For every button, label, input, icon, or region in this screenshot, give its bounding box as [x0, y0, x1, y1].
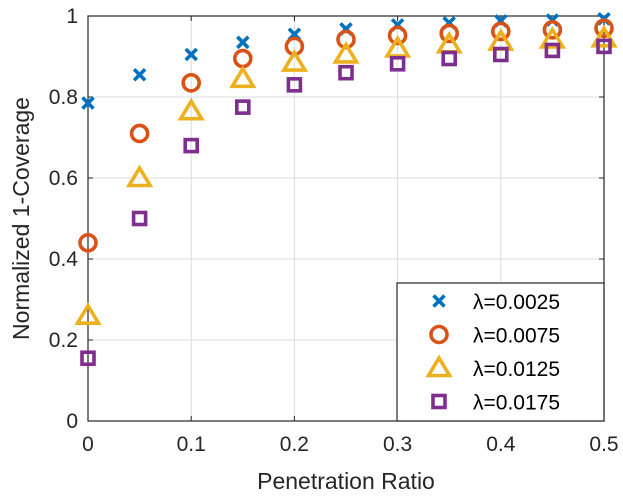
x-tick-label: 0.3 — [383, 433, 412, 456]
legend-marker-x — [432, 294, 446, 308]
data-point-square — [235, 99, 251, 115]
data-point-triangle — [590, 24, 618, 48]
axis-ticks: 0 0.1 0.2 0.3 0.4 0.5 0 0.2 0.4 0.6 0.8 1 — [49, 5, 619, 456]
data-point-square — [441, 50, 458, 67]
data-point-circle — [542, 19, 563, 40]
data-point-x — [81, 96, 95, 110]
legend-item: λ=0.0175 — [431, 392, 560, 415]
x-tick-label: 0.5 — [589, 433, 618, 456]
legend-box — [396, 282, 605, 422]
data-point-triangle — [125, 164, 154, 188]
series-2 — [78, 18, 614, 253]
y-tick-label: 1 — [66, 5, 78, 28]
data-point-triangle — [332, 40, 360, 64]
data-point-circle — [181, 73, 201, 93]
data-point-circle — [594, 18, 614, 38]
data-point-x — [184, 47, 198, 62]
y-tick-label: 0 — [66, 410, 78, 433]
data-point-square — [131, 210, 148, 227]
data-point-square — [80, 350, 96, 367]
legend-marker-triangle — [425, 354, 453, 378]
data-point-triangle — [538, 25, 567, 49]
data-point-circle — [78, 233, 98, 253]
series-4 — [80, 38, 612, 367]
data-point-square — [338, 64, 354, 81]
y-tick-label: 0.4 — [49, 248, 79, 271]
data-point-square — [389, 55, 406, 72]
data-point-x — [236, 35, 250, 50]
data-point-triangle — [383, 34, 412, 58]
data-point-circle — [439, 23, 460, 44]
legend-label: λ=0.0125 — [473, 358, 560, 381]
data-point-circle — [233, 48, 253, 69]
x-tick-label: 0.1 — [177, 433, 206, 456]
data-point-square — [492, 46, 509, 63]
legend-label: λ=0.0025 — [473, 291, 560, 314]
data-point-triangle — [74, 302, 102, 326]
x-axis-label: Penetration Ratio — [257, 468, 435, 494]
legend-marker-circle — [429, 324, 449, 345]
data-points — [74, 12, 618, 367]
data-point-square — [183, 137, 199, 154]
y-tick-label: 0.8 — [49, 86, 78, 109]
data-point-circle — [129, 123, 150, 144]
y-tick-label: 0.2 — [49, 329, 78, 352]
data-point-circle — [490, 21, 511, 42]
data-point-square — [544, 42, 561, 59]
x-tick-label: 0.2 — [280, 433, 309, 456]
data-point-triangle — [177, 97, 205, 121]
legend-item: λ=0.0125 — [425, 354, 560, 381]
legend-label: λ=0.0075 — [473, 325, 560, 348]
y-tick-label: 0.6 — [49, 167, 78, 190]
legend-item: λ=0.0075 — [429, 324, 560, 348]
data-point-square — [286, 77, 303, 93]
series-3 — [74, 24, 618, 326]
x-tick-label: 0 — [82, 433, 94, 456]
data-point-square — [596, 38, 612, 55]
data-point-triangle — [280, 49, 309, 72]
plot-area — [87, 15, 605, 422]
x-tick-label: 0.4 — [486, 433, 516, 456]
legend-item: λ=0.0025 — [432, 291, 560, 314]
y-axis-label: Normalized 1-Coverage — [8, 97, 34, 340]
data-point-x — [132, 67, 147, 82]
data-point-circle — [387, 25, 408, 46]
data-point-triangle — [229, 65, 257, 89]
legend: λ=0.0025 λ=0.0075 λ=0.0125 λ=0.0175 — [396, 282, 605, 422]
legend-marker-square — [431, 393, 447, 410]
legend-label: λ=0.0175 — [473, 392, 560, 415]
